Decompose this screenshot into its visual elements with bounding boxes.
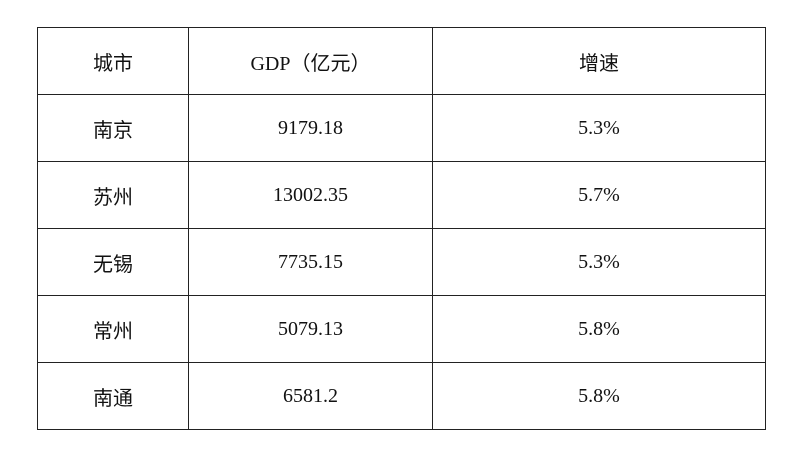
table-row: 苏州 13002.35 5.7%	[37, 161, 766, 229]
table-cell: 5.3%	[432, 94, 766, 162]
table-cell: 苏州	[37, 161, 189, 229]
table-cell: 南通	[37, 362, 189, 430]
table-cell: 13002.35	[188, 161, 433, 229]
table-row: 常州 5079.13 5.8%	[37, 295, 766, 363]
table-cell: 5.7%	[432, 161, 766, 229]
table-cell: 7735.15	[188, 228, 433, 296]
table-row: 无锡 7735.15 5.3%	[37, 228, 766, 296]
table-cell: 5079.13	[188, 295, 433, 363]
table-row: 南通 6581.2 5.8%	[37, 362, 766, 430]
header-cell: 增速	[432, 27, 766, 95]
table-cell: 6581.2	[188, 362, 433, 430]
table-cell: 南京	[37, 94, 189, 162]
table-cell: 9179.18	[188, 94, 433, 162]
table-cell: 无锡	[37, 228, 189, 296]
table-cell: 5.3%	[432, 228, 766, 296]
header-cell: GDP（亿元）	[188, 27, 433, 95]
header-row: 城市 GDP（亿元） 增速	[37, 27, 766, 95]
header-cell: 城市	[37, 27, 189, 95]
table-row: 南京 9179.18 5.3%	[37, 94, 766, 162]
gdp-table: 城市 GDP（亿元） 增速 南京 9179.18 5.3% 苏州 13002.35 5.7% 无锡…	[37, 27, 766, 430]
table-cell: 常州	[37, 295, 189, 363]
table-cell: 5.8%	[432, 362, 766, 430]
table-cell: 5.8%	[432, 295, 766, 363]
